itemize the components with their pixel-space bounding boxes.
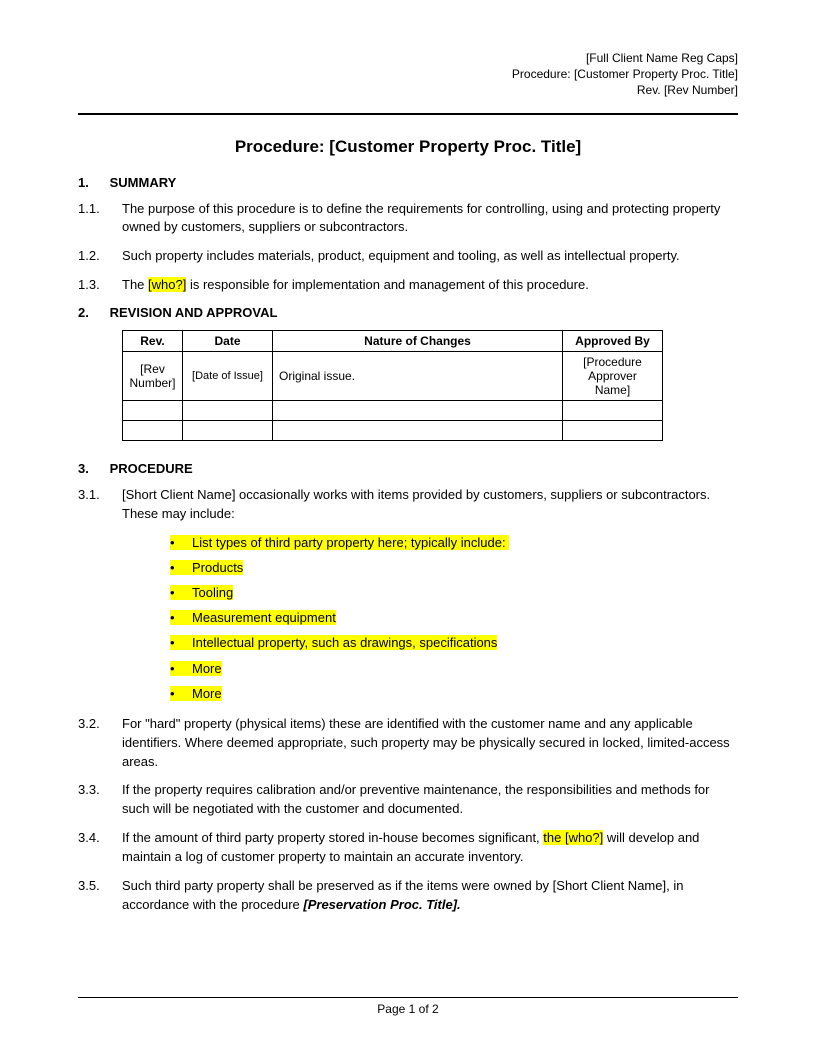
document-footer: Page 1 of 2 xyxy=(78,997,738,1016)
th-approved: Approved By xyxy=(563,330,663,351)
para-1-1: 1.1. The purpose of this procedure is to… xyxy=(78,200,738,238)
td-empty xyxy=(563,400,663,420)
revision-table: Rev. Date Nature of Changes Approved By … xyxy=(122,330,663,441)
td-date: [Date of Issue] xyxy=(183,351,273,400)
para-3-1: 3.1. [Short Client Name] occasionally wo… xyxy=(78,486,738,524)
para-pre: The xyxy=(122,277,148,292)
list-item: •Intellectual property, such as drawings… xyxy=(170,634,738,652)
bullet-text: Intellectual property, such as drawings,… xyxy=(192,635,497,650)
para-3-5: 3.5. Such third party property shall be … xyxy=(78,877,738,915)
page-number: Page 1 of 2 xyxy=(78,1002,738,1016)
para-3-2: 3.2. For "hard" property (physical items… xyxy=(78,715,738,772)
para-num: 3.2. xyxy=(78,715,122,772)
bullet-icon: • xyxy=(170,660,192,678)
section-2-text: REVISION AND APPROVAL xyxy=(110,305,278,320)
list-item: •Products xyxy=(170,559,738,577)
para-1-3: 1.3. The [who?] is responsible for imple… xyxy=(78,276,738,295)
para-text: If the amount of third party property st… xyxy=(122,829,738,867)
section-1-heading: 1. SUMMARY xyxy=(78,175,738,190)
td-empty xyxy=(273,400,563,420)
page-title: Procedure: [Customer Property Proc. Titl… xyxy=(78,137,738,157)
bold-ref: [Preservation Proc. Title]. xyxy=(303,897,460,912)
para-text: [Short Client Name] occasionally works w… xyxy=(122,486,738,524)
para-post: is responsible for implementation and ma… xyxy=(186,277,589,292)
bullet-icon: • xyxy=(170,559,192,577)
td-empty xyxy=(183,420,273,440)
para-num: 1.2. xyxy=(78,247,122,266)
td-rev: [Rev Number] xyxy=(123,351,183,400)
list-item: •More xyxy=(170,660,738,678)
para-text: Such property includes materials, produc… xyxy=(122,247,738,266)
para-3-4: 3.4. If the amount of third party proper… xyxy=(78,829,738,867)
footer-rule xyxy=(78,997,738,998)
para-1-2: 1.2. Such property includes materials, p… xyxy=(78,247,738,266)
bullet-icon: • xyxy=(170,685,192,703)
bullet-icon: • xyxy=(170,534,192,552)
para-text: Such third party property shall be prese… xyxy=(122,877,738,915)
section-3-num: 3. xyxy=(78,461,106,476)
para-pre: If the amount of third party property st… xyxy=(122,830,543,845)
td-empty xyxy=(563,420,663,440)
list-item: •Tooling xyxy=(170,584,738,602)
highlight-who: [who?] xyxy=(148,277,186,292)
header-client: [Full Client Name Reg Caps] xyxy=(78,50,738,66)
para-num: 3.3. xyxy=(78,781,122,819)
bullet-text: Products xyxy=(192,560,243,575)
para-text: The [who?] is responsible for implementa… xyxy=(122,276,738,295)
td-approved: [Procedure Approver Name] xyxy=(563,351,663,400)
bullet-text: List types of third party property here;… xyxy=(192,535,506,550)
table-row-empty xyxy=(123,400,663,420)
highlight-who: the [who?] xyxy=(543,830,603,845)
td-empty xyxy=(273,420,563,440)
table-row-empty xyxy=(123,420,663,440)
list-item: •Measurement equipment xyxy=(170,609,738,627)
bullet-list: •List types of third party property here… xyxy=(170,534,738,703)
section-1-num: 1. xyxy=(78,175,106,190)
section-2-num: 2. xyxy=(78,305,106,320)
para-num: 1.3. xyxy=(78,276,122,295)
table-header-row: Rev. Date Nature of Changes Approved By xyxy=(123,330,663,351)
bullet-icon: • xyxy=(170,634,192,652)
document-header: [Full Client Name Reg Caps] Procedure: [… xyxy=(78,50,738,99)
th-date: Date xyxy=(183,330,273,351)
bullet-icon: • xyxy=(170,584,192,602)
td-empty xyxy=(183,400,273,420)
td-nature: Original issue. xyxy=(273,351,563,400)
para-num: 1.1. xyxy=(78,200,122,238)
list-item: •List types of third party property here… xyxy=(170,534,738,552)
bullet-text: Tooling xyxy=(192,585,233,600)
para-text: If the property requires calibration and… xyxy=(122,781,738,819)
para-num: 3.1. xyxy=(78,486,122,524)
header-procedure: Procedure: [Customer Property Proc. Titl… xyxy=(78,66,738,82)
section-1-text: SUMMARY xyxy=(110,175,177,190)
para-text: The purpose of this procedure is to defi… xyxy=(122,200,738,238)
section-2-heading: 2. REVISION AND APPROVAL xyxy=(78,305,738,320)
section-3-heading: 3. PROCEDURE xyxy=(78,461,738,476)
para-text: For "hard" property (physical items) the… xyxy=(122,715,738,772)
td-empty xyxy=(123,400,183,420)
list-item: •More xyxy=(170,685,738,703)
bullet-text: More xyxy=(192,661,222,676)
para-num: 3.4. xyxy=(78,829,122,867)
header-rev: Rev. [Rev Number] xyxy=(78,82,738,98)
td-empty xyxy=(123,420,183,440)
bullet-text: Measurement equipment xyxy=(192,610,336,625)
th-rev: Rev. xyxy=(123,330,183,351)
section-3-text: PROCEDURE xyxy=(110,461,193,476)
header-rule xyxy=(78,113,738,115)
table-row: [Rev Number] [Date of Issue] Original is… xyxy=(123,351,663,400)
bullet-icon: • xyxy=(170,609,192,627)
para-num: 3.5. xyxy=(78,877,122,915)
bullet-text: More xyxy=(192,686,222,701)
para-3-3: 3.3. If the property requires calibratio… xyxy=(78,781,738,819)
th-nature: Nature of Changes xyxy=(273,330,563,351)
